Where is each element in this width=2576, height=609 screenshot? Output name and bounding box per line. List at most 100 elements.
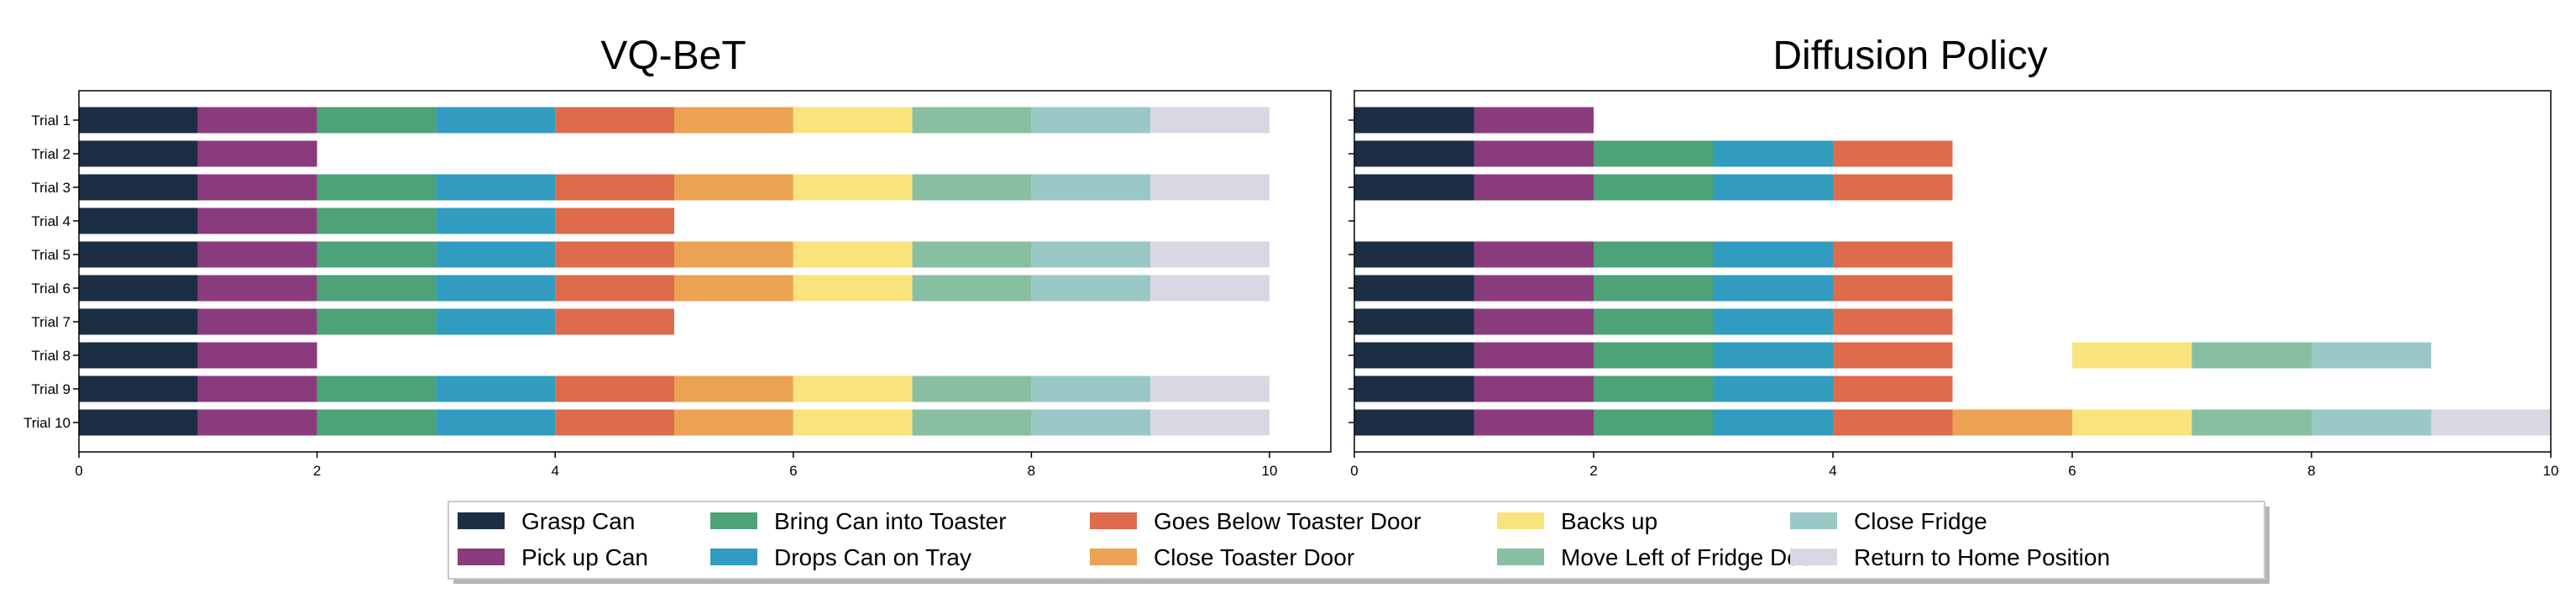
bar-segment — [197, 275, 317, 302]
legend-label: Drops Can on Tray — [774, 544, 971, 570]
bar-segment — [1031, 174, 1151, 201]
bar-segment — [1474, 241, 1594, 268]
bar-segment — [436, 207, 556, 234]
bar-segment — [1150, 241, 1270, 268]
bar-segment — [197, 207, 317, 234]
y-tick-label: Trial 2 — [31, 146, 71, 162]
bar-segment — [79, 207, 198, 234]
bar-segment — [79, 308, 198, 335]
bar-segment — [436, 375, 556, 402]
bar-segment — [555, 275, 674, 302]
bar-segment — [1031, 375, 1151, 402]
bar-segment — [1354, 107, 1474, 134]
bar-segment — [555, 107, 674, 134]
legend-swatch — [1090, 512, 1137, 529]
bar-segment — [1594, 241, 1714, 268]
bar-segment — [1833, 174, 1953, 201]
bar-segment — [1952, 409, 2072, 436]
bars — [1354, 107, 2551, 436]
bar-segment — [1713, 241, 1833, 268]
bar-segment — [1594, 275, 1714, 302]
bar-segment — [197, 174, 317, 201]
bar-segment — [1150, 107, 1270, 134]
legend-item: Goes Below Toaster Door — [1090, 508, 1422, 534]
bar-segment — [1833, 140, 1953, 167]
bar-segment — [1594, 140, 1714, 167]
bar-segment — [436, 107, 556, 134]
bar-segment — [912, 275, 1032, 302]
bar-segment — [674, 409, 793, 436]
bar-segment — [197, 375, 317, 402]
legend: Grasp Can Pick up Can Bring Can into Toast… — [448, 501, 2270, 584]
bar-segment — [1474, 275, 1594, 302]
bar-segment — [2431, 409, 2551, 436]
legend-swatch — [458, 512, 505, 529]
bar-segment — [1833, 375, 1953, 402]
bar-segment — [317, 107, 437, 134]
bar-segment — [79, 409, 198, 436]
legend-item: Close Toaster Door — [1090, 544, 1354, 570]
bar-segment — [1594, 375, 1714, 402]
bar-segment — [1150, 375, 1270, 402]
bar-segment — [1713, 275, 1833, 302]
plot-frame — [78, 90, 1332, 453]
bar-segment — [1833, 409, 1953, 436]
bar-segment — [197, 241, 317, 268]
bar-segment — [555, 308, 674, 335]
x-tick-label: 0 — [75, 463, 82, 479]
legend-swatch — [710, 512, 757, 529]
y-tick-label: Trial 9 — [31, 381, 71, 397]
bar-segment — [1594, 342, 1714, 369]
bar-segment — [317, 375, 437, 402]
bar-segment — [197, 409, 317, 436]
bar-segment — [1474, 375, 1594, 402]
bar-segment — [317, 308, 437, 335]
bar-segment — [317, 241, 437, 268]
bar-segment — [912, 409, 1032, 436]
bar-segment — [1354, 342, 1474, 369]
x-tick-label: 6 — [2068, 463, 2076, 479]
bar-segment — [555, 241, 674, 268]
bar-segment — [317, 207, 437, 234]
legend-swatch — [1497, 549, 1544, 565]
chart-title: VQ-BeT — [600, 34, 746, 78]
diffusion-policy-chart: Diffusion Policy 0 2 4 6 8 10 — [1348, 34, 2558, 479]
bar-segment — [79, 375, 198, 402]
bar-segment — [436, 174, 556, 201]
bar-segment — [912, 174, 1032, 201]
bar-segment — [1474, 174, 1594, 201]
y-tick-label: Trial 7 — [31, 314, 71, 330]
bar-segment — [2072, 409, 2192, 436]
bar-segment — [555, 174, 674, 201]
x-tick-label: 6 — [789, 463, 797, 479]
bar-segment — [1713, 140, 1833, 167]
bar-segment — [1474, 107, 1594, 134]
x-tick-label: 4 — [551, 463, 558, 479]
bar-segment — [912, 107, 1032, 134]
y-axis-labels — [1348, 119, 1354, 423]
x-tick-label: 2 — [1589, 463, 1597, 479]
bar-segment — [2312, 409, 2432, 436]
bar-segment — [1594, 409, 1714, 436]
bar-segment — [1150, 174, 1270, 201]
bar-segment — [197, 107, 317, 134]
x-tick-label: 8 — [1028, 463, 1035, 479]
bar-segment — [1354, 174, 1474, 201]
bar-segment — [2191, 342, 2312, 369]
bar-segment — [793, 375, 913, 402]
bar-segment — [555, 207, 674, 234]
bar-segment — [79, 241, 198, 268]
bar-segment — [1713, 409, 1833, 436]
bar-segment — [1474, 308, 1594, 335]
bar-segment — [1474, 140, 1594, 167]
bars — [79, 107, 1270, 436]
legend-swatch — [1090, 549, 1137, 565]
bar-segment — [317, 409, 437, 436]
bar-segment — [674, 375, 793, 402]
x-tick-label: 0 — [1350, 463, 1358, 479]
bar-segment — [793, 409, 913, 436]
legend-item: Drops Can on Tray — [710, 544, 971, 570]
y-tick-label: Trial 8 — [31, 348, 71, 364]
legend-label: Close Fridge — [1854, 508, 1987, 534]
